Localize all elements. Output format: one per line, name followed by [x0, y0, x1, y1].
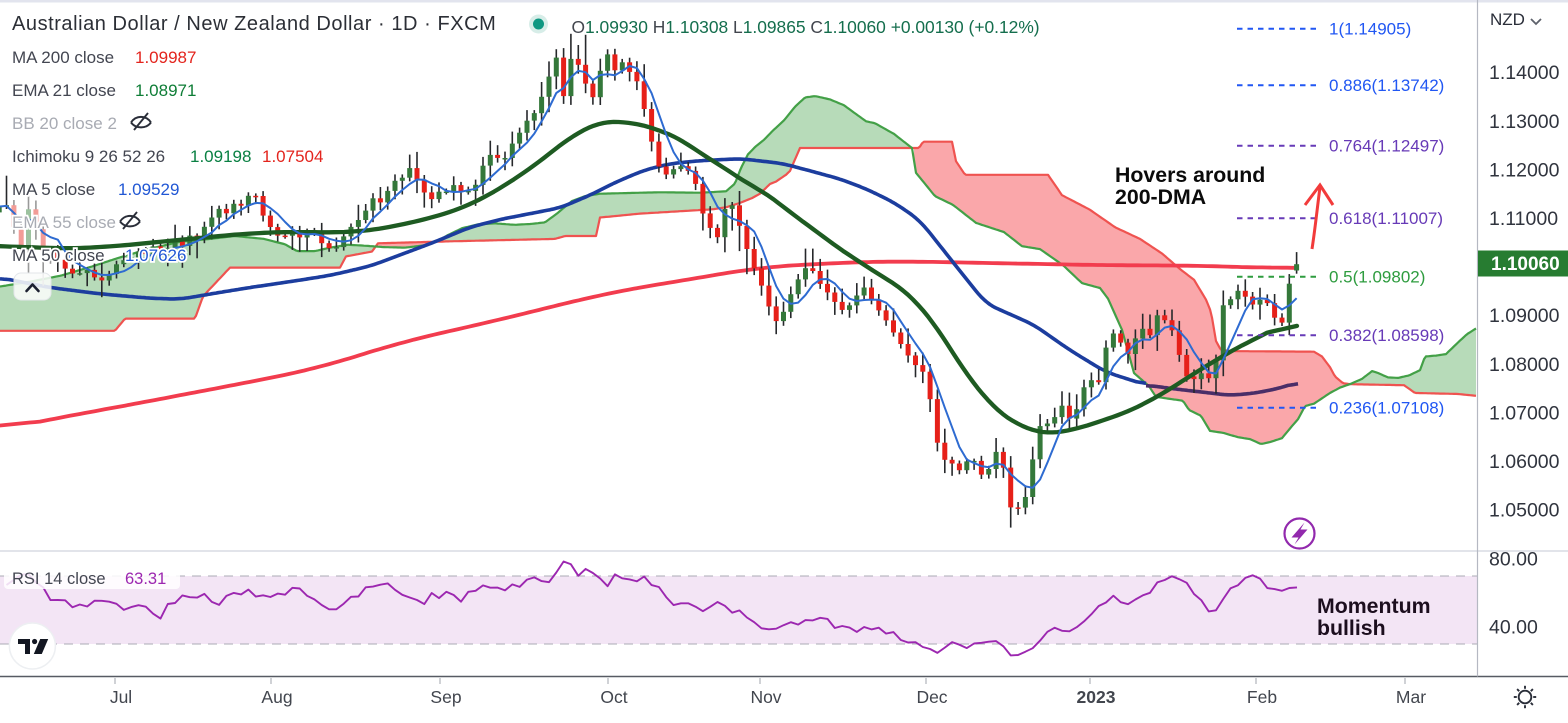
- svg-text:1.05000: 1.05000: [1489, 500, 1560, 522]
- svg-text:bullish: bullish: [1317, 616, 1386, 640]
- svg-text:0.764(1.12497): 0.764(1.12497): [1329, 137, 1444, 156]
- svg-text:O1.09930 H1.10308 L1.09865 C1.: O1.09930 H1.10308 L1.09865 C1.10060 +0.0…: [572, 17, 1040, 37]
- svg-text:BB 20 close 2: BB 20 close 2: [12, 114, 117, 133]
- svg-text:Momentum: Momentum: [1317, 594, 1431, 618]
- svg-text:0.236(1.07108): 0.236(1.07108): [1329, 399, 1444, 418]
- svg-text:1.12000: 1.12000: [1489, 159, 1560, 181]
- svg-text:EMA 55 close: EMA 55 close: [12, 213, 116, 232]
- svg-text:2023: 2023: [1077, 687, 1116, 707]
- svg-text:0.618(1.11007): 0.618(1.11007): [1329, 209, 1443, 228]
- svg-text:1(1.14905): 1(1.14905): [1329, 20, 1411, 39]
- svg-text:1.14000: 1.14000: [1489, 62, 1560, 84]
- svg-text:0.382(1.08598): 0.382(1.08598): [1329, 326, 1444, 345]
- svg-text:Sep: Sep: [430, 687, 461, 707]
- svg-text:1.08971: 1.08971: [135, 81, 196, 100]
- svg-text:Hovers around: Hovers around: [1115, 163, 1265, 187]
- svg-text:1.09000: 1.09000: [1489, 305, 1560, 327]
- svg-text:MA 50 close: MA 50 close: [12, 246, 105, 265]
- svg-text:1.10060: 1.10060: [1491, 254, 1560, 275]
- svg-text:Ichimoku 9 26 52 26: Ichimoku 9 26 52 26: [12, 147, 165, 166]
- svg-text:63.31: 63.31: [125, 570, 166, 588]
- svg-text:NZD: NZD: [1490, 10, 1525, 29]
- svg-text:0.5(1.09802): 0.5(1.09802): [1329, 268, 1425, 287]
- svg-text:1.11000: 1.11000: [1489, 208, 1558, 230]
- svg-text:Oct: Oct: [600, 687, 627, 707]
- svg-text:1.08000: 1.08000: [1489, 354, 1560, 376]
- svg-text:40.00: 40.00: [1489, 617, 1538, 639]
- svg-text:1.09987: 1.09987: [135, 48, 196, 67]
- svg-text:1.09198: 1.09198: [190, 147, 251, 166]
- svg-text:MA 5 close: MA 5 close: [12, 180, 95, 199]
- svg-text:Nov: Nov: [750, 687, 781, 707]
- svg-text:Australian Dollar / New Zealan: Australian Dollar / New Zealand Dollar ·…: [12, 13, 496, 35]
- svg-text:Aug: Aug: [261, 687, 292, 707]
- svg-text:MA 200 close: MA 200 close: [12, 48, 114, 67]
- svg-text:Dec: Dec: [916, 687, 947, 707]
- svg-text:1.07504: 1.07504: [262, 147, 323, 166]
- svg-text:RSI 14 close: RSI 14 close: [12, 570, 106, 588]
- svg-text:200-DMA: 200-DMA: [1115, 185, 1206, 209]
- svg-text:Jul: Jul: [110, 687, 132, 707]
- svg-text:0.886(1.13742): 0.886(1.13742): [1329, 76, 1444, 95]
- svg-text:1.06000: 1.06000: [1489, 451, 1560, 473]
- svg-text:1.07626: 1.07626: [125, 246, 186, 265]
- svg-text:1.07000: 1.07000: [1489, 402, 1560, 424]
- svg-text:1.09529: 1.09529: [118, 180, 179, 199]
- svg-text:Mar: Mar: [1396, 687, 1426, 707]
- svg-text:80.00: 80.00: [1489, 549, 1538, 571]
- svg-text:Feb: Feb: [1247, 687, 1277, 707]
- svg-text:1.13000: 1.13000: [1489, 111, 1560, 133]
- svg-text:EMA 21 close: EMA 21 close: [12, 81, 116, 100]
